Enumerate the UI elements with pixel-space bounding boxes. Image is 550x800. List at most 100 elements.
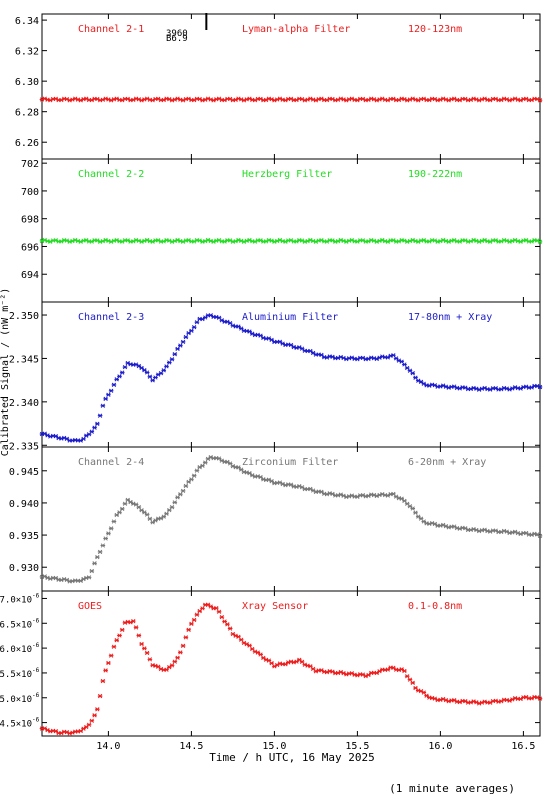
panel-label: Lyman-alpha Filter [242,24,350,35]
data-point [166,360,172,365]
y-tick-label: 2.335 [9,441,39,452]
x-tick-label: 15.5 [345,741,369,752]
panel-3: 2.335 2.340 2.345 2.350 Channel 2-3 Aluminium… [9,301,543,452]
y-tick-exponent: -6 [32,717,40,724]
data-point [103,668,108,673]
x-axis: 14.0 14.5 15.0 15.5 16.0 16.5 [96,741,535,752]
data-point [178,650,183,655]
series-markers [39,455,543,584]
data-point [142,646,147,651]
panel-label: GOES [78,601,102,612]
data-point [117,633,122,638]
data-point [191,617,197,623]
data-point [537,384,543,390]
data-point [194,468,200,473]
y-tick-label: 5.5×10 [0,670,32,680]
data-point [108,388,114,393]
data-point [537,98,543,103]
data-point [183,483,189,489]
data-point [180,643,186,648]
series-markers [39,237,543,244]
data-point [122,365,128,370]
data-point [95,554,100,560]
series-markers [39,96,543,103]
data-point [402,668,407,674]
panel-label: Xray Sensor [242,601,308,612]
x-tick-label: 16.0 [428,741,452,752]
panel-label: Channel 2-2 [78,169,144,180]
data-point [111,382,117,387]
data-point [81,436,86,442]
panel-label: 17-80nm + Xray [408,312,492,323]
data-point [319,489,324,494]
y-tick-label: 4.5×10 [0,720,32,730]
panel-1: 6.26 6.28 6.30 6.32 6.34 Channel 2-1 Lyman-alp… [15,13,543,160]
data-point [95,421,100,426]
data-point [415,514,421,519]
series-markers [39,602,543,736]
data-point [402,362,407,367]
data-point [189,477,194,482]
data-point [131,619,136,624]
data-point [183,334,189,340]
y-tick-label: 0.930 [9,563,39,574]
data-point [97,693,103,699]
data-point [106,660,111,666]
panel-label: Channel 2-3 [78,312,144,323]
panel-label: Channel 2-1 [78,24,144,35]
panel-2: 694 696 698 700 702 Channel 2-2 Herzberg Filte… [21,158,543,303]
panel-label: Herzberg Filter [242,169,332,180]
data-point [269,661,274,666]
data-point [108,653,114,658]
data-point [100,543,106,548]
y-tick-label: 0.940 [9,499,39,510]
panel-frame [41,590,541,737]
panel-label: Zirconium Filter [242,457,338,468]
y-tick-label: 6.34 [15,16,39,27]
data-point [172,352,178,357]
data-point [194,612,200,617]
data-point [144,650,150,656]
data-point [297,657,302,662]
x-tick-label: 16.5 [511,741,535,752]
data-point [106,392,111,397]
data-point [92,561,97,566]
data-point [180,488,186,494]
data-point [410,506,416,511]
data-point [119,370,125,375]
data-point [122,501,128,506]
data-point [214,605,219,611]
y-tick-label: 0.935 [9,531,39,542]
panel-frame [41,446,541,592]
data-point [537,533,543,539]
x-axis-label: Time / h UTC, 16 May 2025 [209,751,375,764]
data-point [180,339,186,345]
data-point [175,655,180,660]
y-tick-label: 696 [21,242,39,253]
data-point [92,425,97,430]
data-point [178,492,183,497]
y-tick-label: 5.0×10 [0,695,32,705]
data-point [169,357,175,362]
panel-4: 0.930 0.935 0.940 0.945 Channel 2-4 Zirconium… [9,446,543,592]
chart-panels: 6.26 6.28 6.30 6.32 6.34 Channel 2-1 Lyman-alp… [0,13,543,737]
data-point [178,343,183,348]
data-point [97,413,103,418]
data-point [189,328,194,333]
y-tick-exponent: -6 [32,692,40,699]
data-point [86,575,92,580]
data-point [366,672,371,678]
data-point [247,643,252,648]
data-point [183,635,189,640]
data-point [172,659,178,664]
data-point [200,606,205,611]
data-point [189,621,194,626]
y-tick-label: 702 [21,159,39,170]
data-point [100,403,106,408]
panel-label: Channel 2-4 [78,457,144,468]
series-markers [39,313,543,443]
data-point [269,337,274,343]
y-tick-exponent: -6 [32,617,40,624]
y-tick-exponent: -6 [32,667,40,674]
